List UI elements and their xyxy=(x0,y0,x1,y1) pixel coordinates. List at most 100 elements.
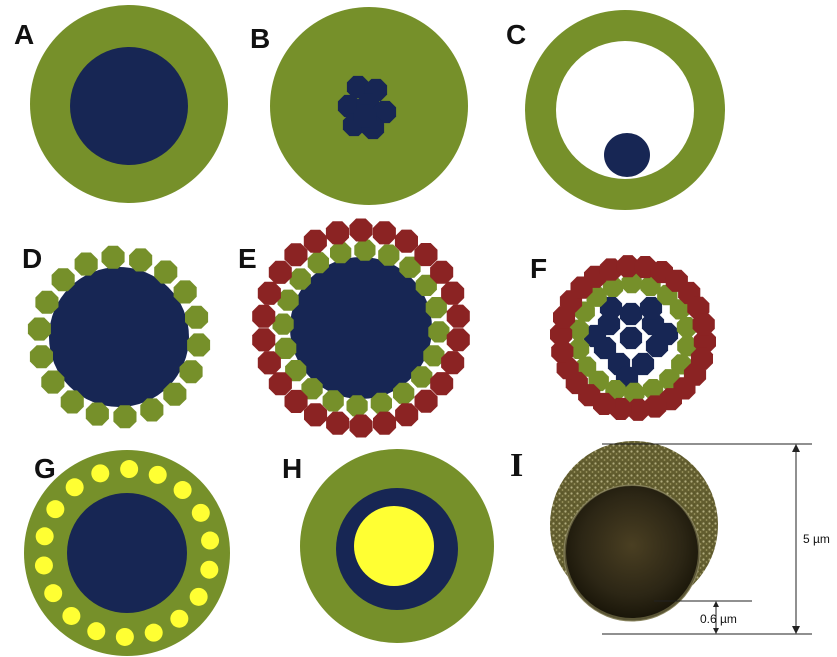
green-particle xyxy=(677,336,698,357)
green-particle xyxy=(425,297,447,319)
yellow-particle xyxy=(65,478,84,497)
panel-label-g: G xyxy=(34,453,56,484)
yellow-particle xyxy=(34,556,53,575)
green-particle xyxy=(27,317,51,341)
yellow-particle-ring xyxy=(34,460,220,646)
green-particle xyxy=(393,382,415,404)
panel-b: B xyxy=(250,7,468,205)
yellow-particle xyxy=(46,500,65,519)
solid-core xyxy=(70,47,188,165)
red-particle xyxy=(257,281,281,305)
panel-label-c: C xyxy=(506,19,526,50)
core-particle xyxy=(583,324,607,348)
red-particle xyxy=(349,414,373,438)
core-particle xyxy=(655,322,679,346)
red-particle xyxy=(349,218,373,242)
green-particle xyxy=(154,260,178,284)
core-particle xyxy=(619,302,643,326)
green-particle xyxy=(301,378,323,400)
green-particle xyxy=(399,256,421,278)
green-particle xyxy=(140,398,164,422)
panel-f: F xyxy=(530,253,716,421)
micrograph-core xyxy=(566,486,698,618)
green-particle xyxy=(85,402,109,426)
red-particle xyxy=(627,398,650,421)
red-particle xyxy=(395,403,419,427)
green-particle xyxy=(129,248,153,272)
panel-label-b: B xyxy=(250,23,270,54)
red-particle xyxy=(394,229,418,253)
red-particle xyxy=(616,255,639,278)
panel-label-e: E xyxy=(238,243,257,274)
green-particle xyxy=(330,242,352,264)
green-particle xyxy=(285,360,307,382)
panel-label-a: A xyxy=(14,19,34,50)
green-particle xyxy=(29,345,53,369)
shell-dimension-arrow-top xyxy=(713,601,719,607)
outer-dimension-label: 5 µm xyxy=(803,532,830,546)
yellow-particle xyxy=(91,464,110,483)
red-particle xyxy=(693,330,716,353)
green-particle xyxy=(354,239,376,261)
yellow-particle xyxy=(173,481,192,500)
green-particle xyxy=(378,244,400,266)
core-particle xyxy=(353,104,377,128)
red-particle xyxy=(372,221,396,245)
panel-h: H xyxy=(282,449,494,643)
yellow-particle xyxy=(87,622,106,641)
red-particle xyxy=(257,351,281,375)
panel-a: A xyxy=(14,5,228,203)
red-particle xyxy=(446,328,470,352)
yellow-particle xyxy=(148,465,167,484)
yellow-particle xyxy=(44,584,63,603)
red-particle xyxy=(268,372,292,396)
yellow-particle xyxy=(62,606,81,625)
green-particle xyxy=(187,333,211,357)
panel-label-h: H xyxy=(282,453,302,484)
green-particle xyxy=(621,272,642,294)
green-particle xyxy=(642,379,664,400)
yellow-particle xyxy=(144,623,163,642)
green-particle xyxy=(568,319,589,340)
loose-core xyxy=(604,133,650,177)
green-particle xyxy=(624,382,645,404)
green-particle xyxy=(370,392,392,414)
panel-label-i: I xyxy=(510,447,523,484)
panel-d: D xyxy=(22,243,211,429)
solid-core xyxy=(67,493,187,613)
outer-dimension-arrow-bottom xyxy=(792,626,800,634)
yellow-particle xyxy=(200,560,219,579)
core-cluster xyxy=(337,75,397,140)
red-particle-ring xyxy=(550,255,716,421)
green-particle xyxy=(60,390,84,414)
green-particle xyxy=(411,366,433,388)
green-particle xyxy=(277,289,299,311)
outer-dimension-arrow-top xyxy=(792,444,800,452)
red-particle xyxy=(599,258,622,281)
red-particle xyxy=(303,229,327,253)
solid-core xyxy=(49,267,189,407)
red-particle xyxy=(284,389,308,413)
red-particle xyxy=(252,304,276,328)
shell-dimension-arrow-bottom xyxy=(713,628,719,634)
shell-dimension-label: 0.6 µm xyxy=(700,612,737,626)
green-particle xyxy=(41,370,65,394)
red-particle xyxy=(634,256,657,279)
green-particle xyxy=(173,280,197,304)
green-particle xyxy=(415,274,437,296)
core-particle xyxy=(639,296,663,320)
core-cluster xyxy=(583,296,679,390)
red-particle xyxy=(441,351,465,375)
core-particle xyxy=(346,75,370,99)
green-particle xyxy=(74,252,98,276)
red-particle xyxy=(284,243,308,267)
green-particle xyxy=(272,313,294,335)
green-particle xyxy=(101,245,125,269)
green-particle xyxy=(423,345,445,367)
panel-label-d: D xyxy=(22,243,42,274)
red-particle xyxy=(644,395,667,418)
red-particle xyxy=(441,281,465,305)
green-particle xyxy=(322,390,344,412)
yellow-particle xyxy=(115,627,134,646)
green-particle xyxy=(113,405,137,429)
